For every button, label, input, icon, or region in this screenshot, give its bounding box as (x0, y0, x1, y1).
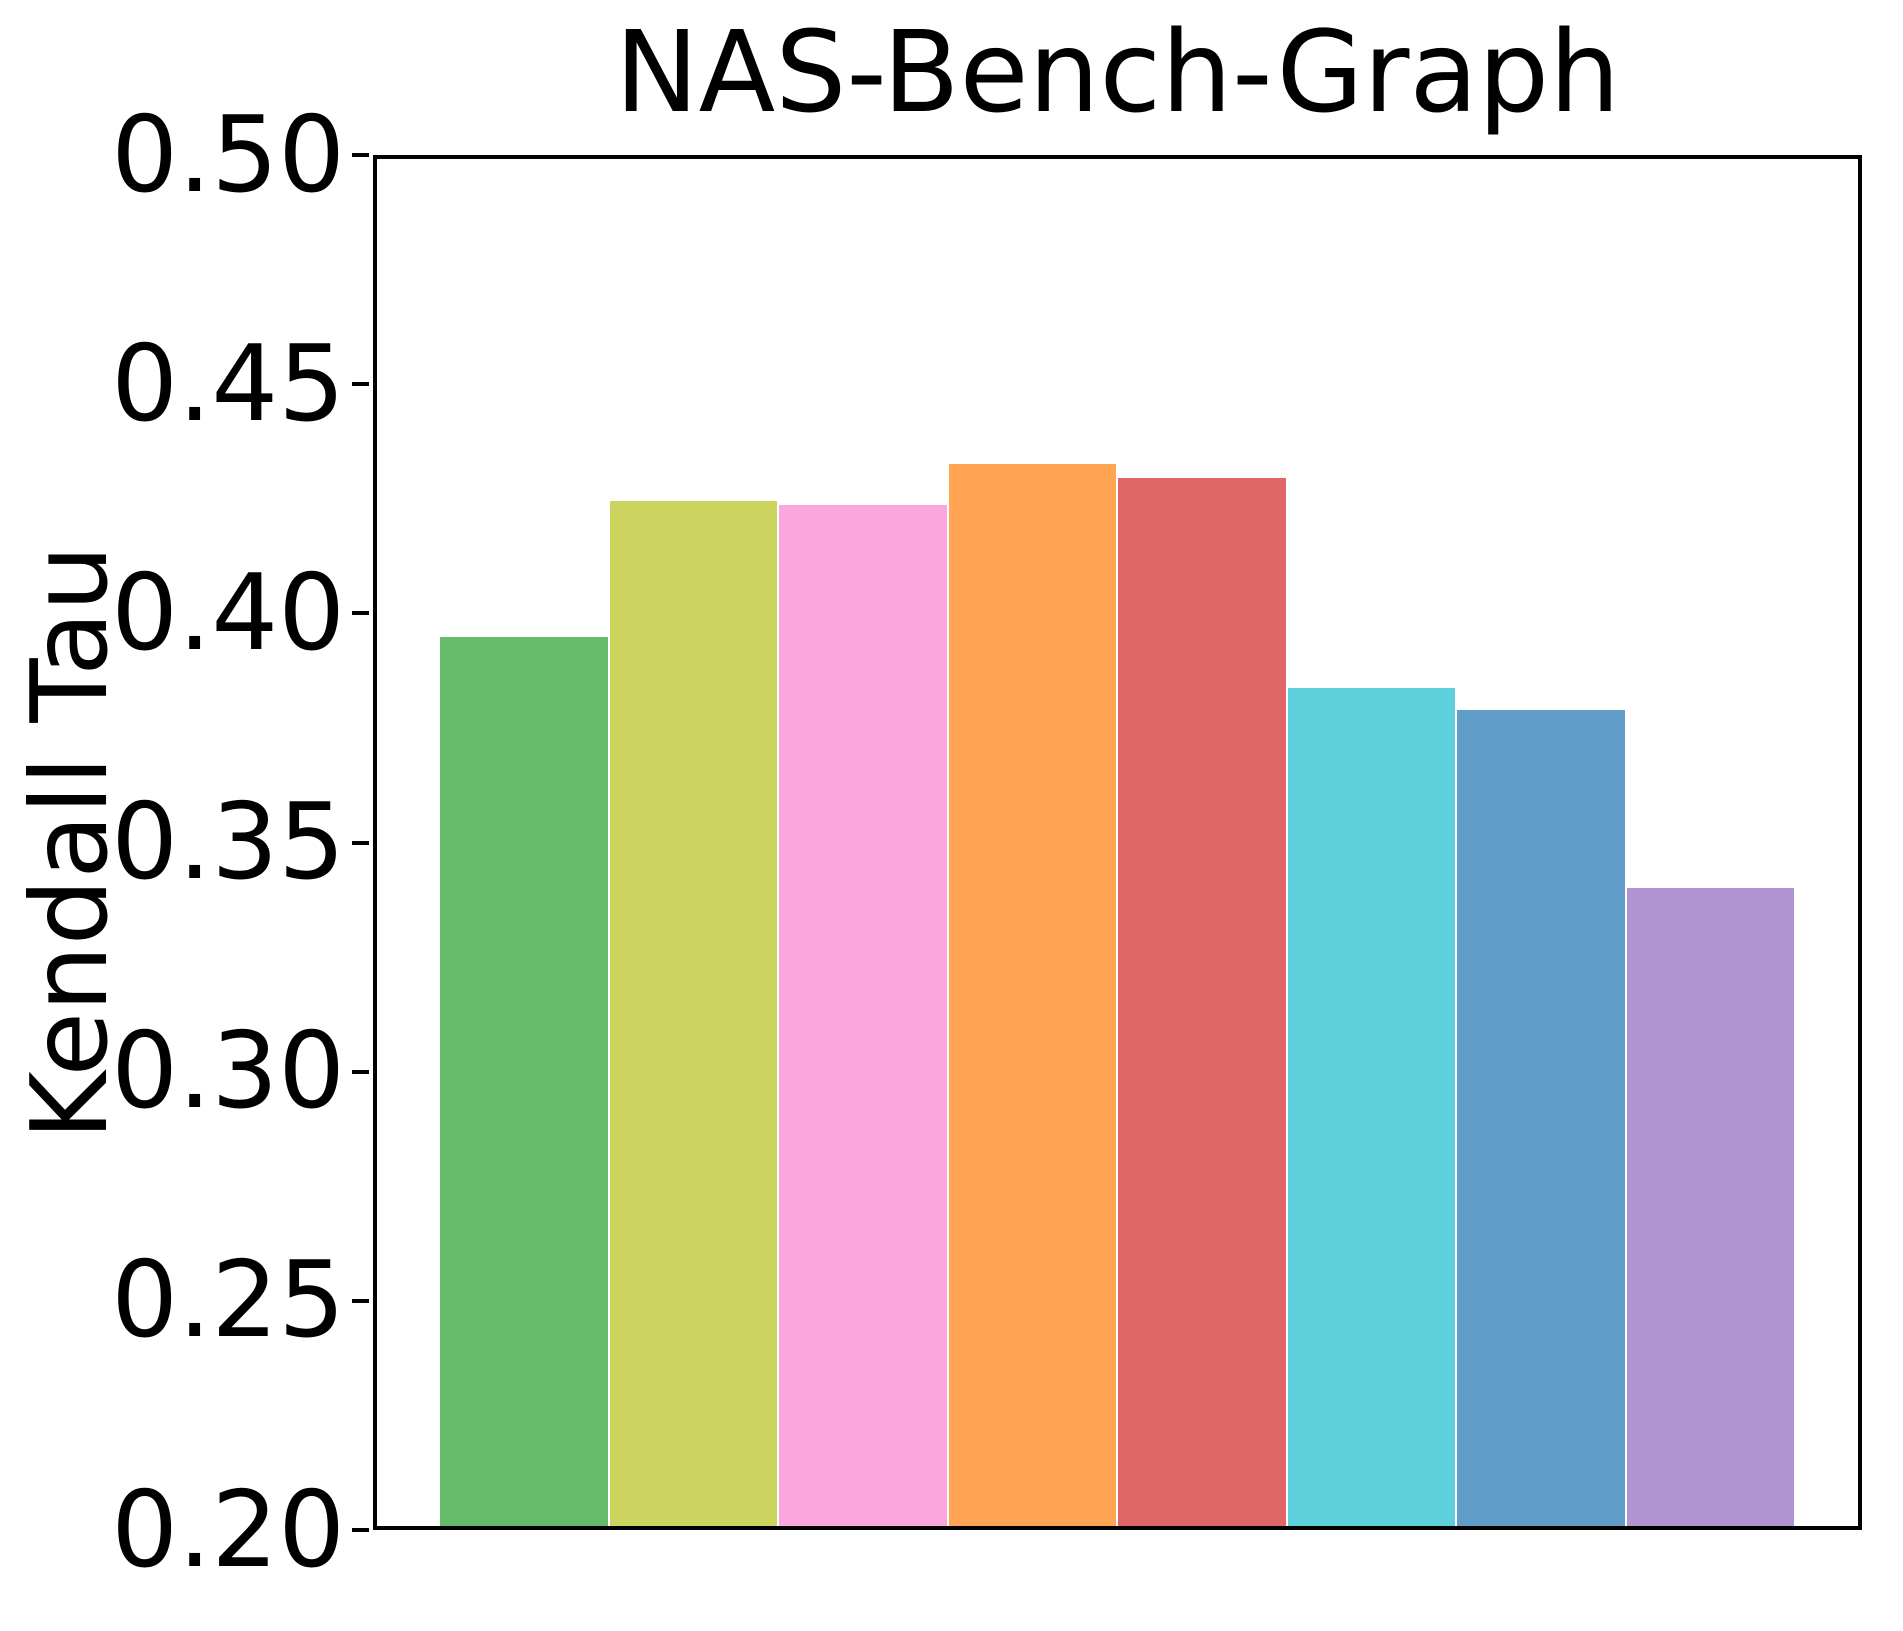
y-tick-mark (352, 611, 369, 616)
bars (440, 159, 1794, 1526)
y-tick-label: 0.25 (111, 1239, 345, 1362)
y-tick-label: 0.50 (111, 93, 345, 216)
y-tick-label: 0.40 (111, 551, 345, 674)
y-tick-mark (352, 1528, 369, 1532)
bar (1287, 687, 1455, 1526)
y-tick-mark (352, 1298, 369, 1303)
y-tick-mark (352, 840, 369, 845)
y-tick-label: 0.35 (111, 781, 345, 903)
y-tick-mark (352, 382, 369, 387)
plot-area (373, 155, 1862, 1530)
bar (948, 464, 1116, 1526)
y-axis-ticks: 0.50 0.45 0.40 0.35 0.30 0.25 0.20 (0, 102, 369, 1582)
y-tick-mark (352, 1069, 369, 1074)
y-tick-label: 0.30 (111, 1010, 345, 1133)
bar (1118, 477, 1286, 1526)
bar (779, 505, 947, 1526)
y-tick-label: 0.45 (111, 322, 345, 445)
bar (1626, 888, 1794, 1526)
bar (440, 637, 608, 1526)
bar (1457, 710, 1625, 1526)
y-tick-label: 0.20 (111, 1468, 345, 1591)
bar (609, 500, 777, 1526)
chart-title: NAS-Bench-Graph (614, 8, 1621, 138)
y-tick-mark (352, 153, 369, 157)
